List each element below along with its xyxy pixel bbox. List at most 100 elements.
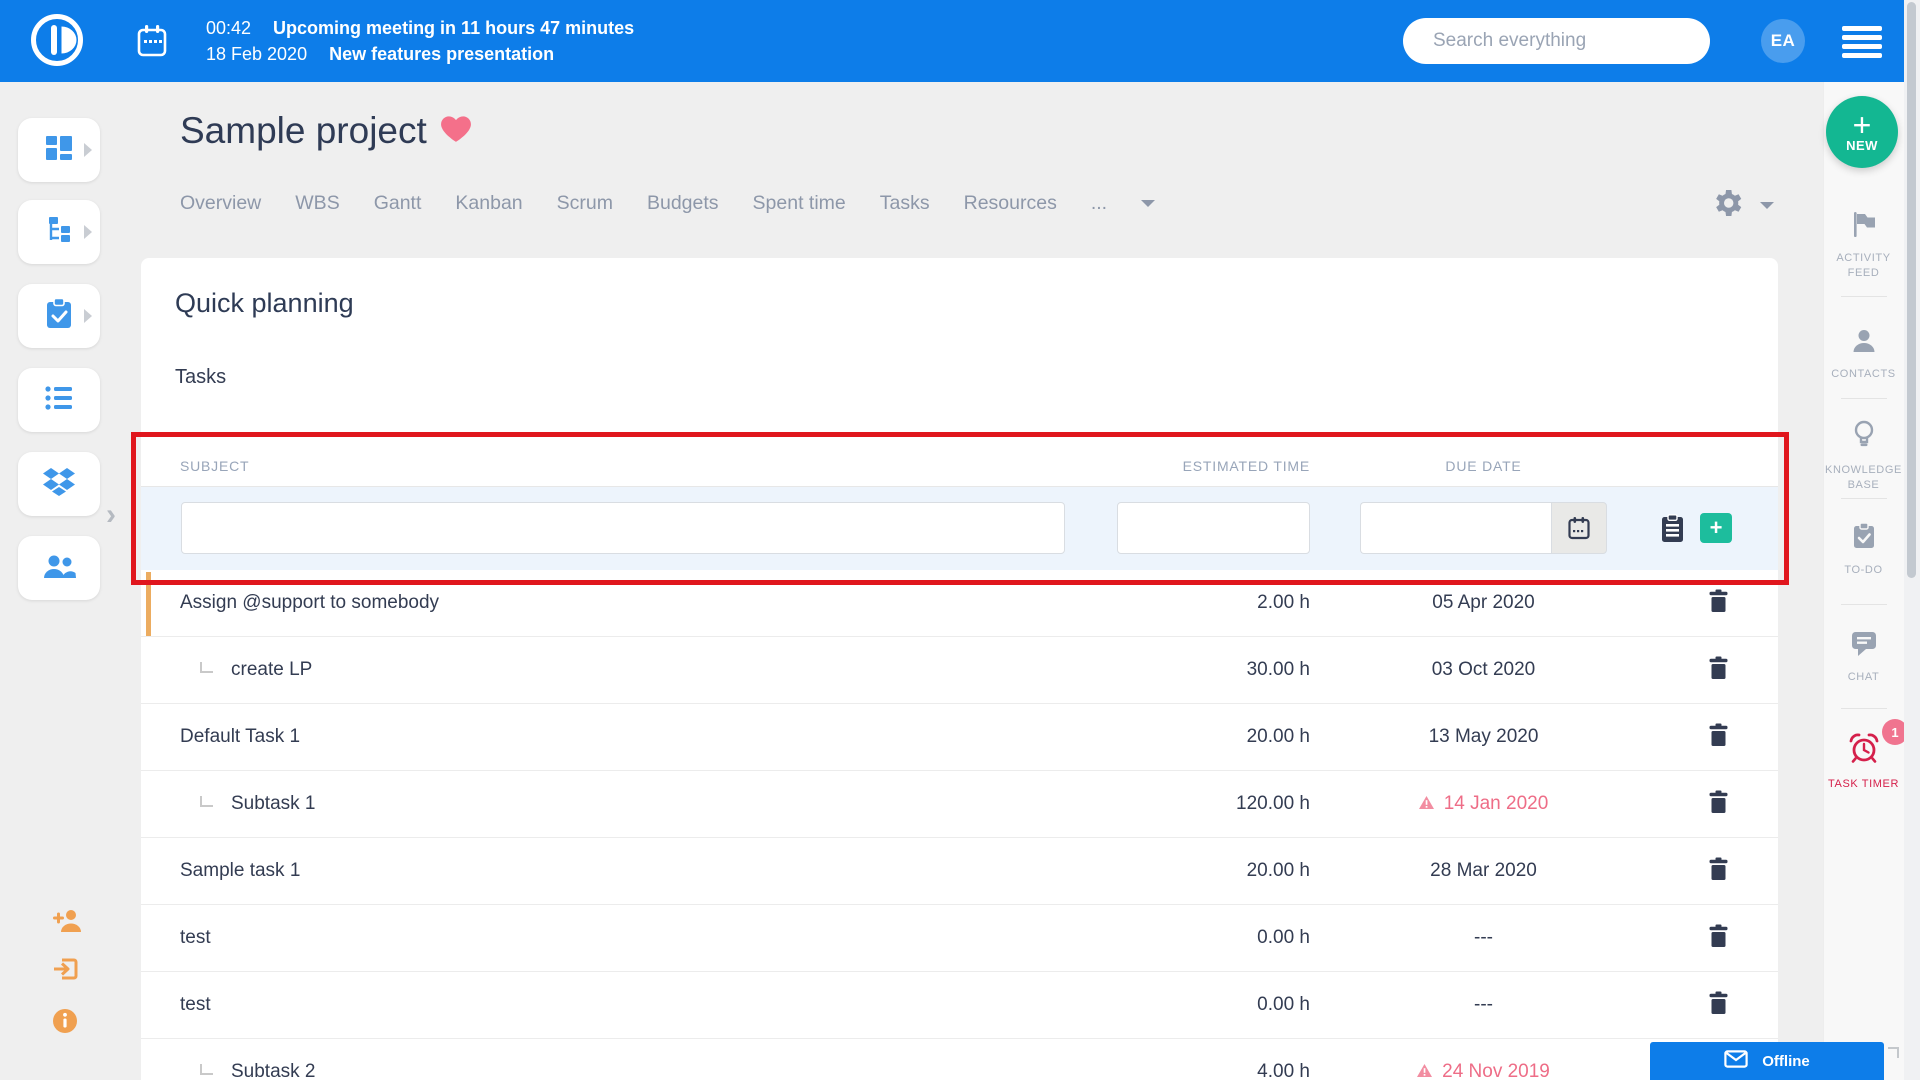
search-input[interactable] — [1403, 30, 1710, 52]
tab-spent-time[interactable]: Spent time — [752, 192, 846, 214]
delete-task-icon[interactable] — [1709, 857, 1728, 886]
calendar-icon[interactable] — [137, 24, 167, 63]
tab-overview[interactable]: Overview — [180, 192, 262, 214]
toolbar-item-task-timer[interactable]: TASK TIMER — [1823, 732, 1904, 792]
table-row[interactable]: Default Task 1 20.00 h 13 May 2020 — [141, 704, 1778, 771]
column-header-due-date[interactable]: DUE DATE — [1445, 458, 1522, 474]
toolbar-divider — [1841, 604, 1887, 605]
column-header-subject[interactable]: SUBJECT — [180, 458, 250, 474]
delete-task-icon[interactable] — [1709, 991, 1728, 1020]
toolbar-item-chat[interactable]: CHAT — [1823, 630, 1904, 685]
tab-resources[interactable]: Resources — [963, 192, 1057, 214]
toolbar-item-knowledge-base[interactable]: KNOWLEDGE BASE — [1823, 420, 1904, 493]
new-task-subject-input[interactable] — [181, 502, 1065, 554]
meeting-countdown-text: Upcoming meeting in 11 hours 47 minutes — [273, 18, 635, 38]
task-subject[interactable]: create LP — [231, 659, 313, 680]
task-estimated-time[interactable]: 20.00 h — [1246, 726, 1310, 747]
date-picker-button[interactable] — [1551, 502, 1607, 554]
table-row[interactable]: Subtask 2 4.00 h 24 Nov 2019 — [141, 1039, 1778, 1080]
task-due-date[interactable]: 14 Jan 2020 — [1443, 793, 1549, 814]
plus-icon: + — [1852, 106, 1872, 143]
add-task-button[interactable]: + — [1700, 513, 1732, 543]
task-subject[interactable]: Subtask 2 — [231, 1061, 316, 1080]
resize-corner-icon[interactable] — [1888, 1047, 1899, 1058]
task-subject[interactable]: Default Task 1 — [180, 726, 301, 747]
table-row[interactable]: Assign @support to somebody 2.00 h 05 Ap… — [141, 570, 1778, 637]
column-header-estimated-time[interactable]: ESTIMATED TIME — [1182, 458, 1310, 474]
task-subject[interactable]: Assign @support to somebody — [180, 592, 440, 613]
delete-task-icon[interactable] — [1709, 790, 1728, 819]
toolbar-item-contacts[interactable]: CONTACTS — [1823, 328, 1904, 382]
toolbar-item-activity-feed[interactable]: ACTIVITY FEED — [1823, 210, 1904, 281]
delete-task-icon[interactable] — [1709, 723, 1728, 752]
paste-tasks-button[interactable] — [1661, 514, 1684, 548]
settings-caret-icon — [1760, 202, 1774, 209]
page-scrollbar[interactable] — [1904, 0, 1920, 1080]
task-due-date[interactable]: 24 Nov 2019 — [1442, 1061, 1550, 1080]
clipboard-check-icon — [43, 297, 75, 336]
sidebar-item-wbs[interactable] — [18, 200, 100, 264]
toolbar-divider — [1841, 398, 1887, 399]
task-subject[interactable]: Sample task 1 — [180, 860, 301, 881]
new-button[interactable]: + NEW — [1826, 96, 1898, 168]
table-row[interactable]: create LP 30.00 h 03 Oct 2020 — [141, 637, 1778, 704]
info-icon[interactable] — [52, 1008, 78, 1039]
task-estimated-time[interactable]: 0.00 h — [1257, 927, 1310, 948]
sidebar-item-users[interactable] — [18, 536, 100, 600]
task-estimated-time[interactable]: 2.00 h — [1257, 592, 1310, 613]
task-subject[interactable]: Subtask 1 — [231, 793, 316, 814]
table-row[interactable]: Sample task 1 20.00 h 28 Mar 2020 — [141, 838, 1778, 905]
tab-wbs[interactable]: WBS — [295, 192, 340, 214]
task-estimated-time[interactable]: 4.00 h — [1257, 1061, 1310, 1080]
upcoming-meeting-widget[interactable]: 00:42 Upcoming meeting in 11 hours 47 mi… — [206, 15, 634, 67]
task-due-date[interactable]: --- — [1474, 994, 1493, 1015]
tab-budgets[interactable]: Budgets — [646, 192, 719, 214]
task-estimated-time[interactable]: 30.00 h — [1246, 659, 1310, 680]
new-task-estimated-input[interactable] — [1117, 502, 1310, 554]
app-logo-icon[interactable] — [30, 13, 84, 72]
toolbar-item-todo[interactable]: TO-DO — [1823, 522, 1904, 578]
task-estimated-time[interactable]: 120.00 h — [1236, 793, 1310, 814]
tab-tasks[interactable]: Tasks — [879, 192, 930, 214]
wbs-tree-icon — [43, 214, 75, 251]
list-icon — [43, 384, 75, 417]
task-subject[interactable]: test — [180, 927, 211, 948]
sidebar-item-dashboard[interactable] — [18, 118, 100, 182]
new-task-due-date-input[interactable] — [1360, 502, 1551, 554]
task-due-date[interactable]: 03 Oct 2020 — [1431, 659, 1536, 680]
sidebar-expand-chevron[interactable]: › — [106, 498, 116, 531]
sidebar-item-tasks[interactable] — [18, 284, 100, 348]
sidebar-item-dropbox[interactable] — [18, 452, 100, 516]
task-estimated-time[interactable]: 20.00 h — [1246, 860, 1310, 881]
favorite-heart-icon[interactable] — [440, 110, 471, 152]
user-avatar[interactable]: EA — [1761, 19, 1805, 63]
users-icon — [41, 551, 77, 586]
menu-icon[interactable] — [1842, 26, 1882, 62]
tab-gantt[interactable]: Gantt — [373, 192, 422, 214]
tab-scrum[interactable]: Scrum — [556, 192, 613, 214]
sidebar-item-list[interactable] — [18, 368, 100, 432]
task-estimated-time[interactable]: 0.00 h — [1257, 994, 1310, 1015]
scrollbar-thumb[interactable] — [1907, 2, 1916, 578]
tabs-overflow-caret-icon[interactable] — [1141, 200, 1156, 207]
task-due-date[interactable]: 05 Apr 2020 — [1432, 592, 1535, 613]
tab-more[interactable]: ... — [1090, 192, 1108, 214]
task-due-date[interactable]: --- — [1474, 927, 1493, 948]
panel-subheading: Tasks — [175, 366, 227, 388]
project-settings[interactable] — [1712, 188, 1774, 223]
task-due-date[interactable]: 13 May 2020 — [1428, 726, 1539, 747]
task-subject[interactable]: test — [180, 994, 211, 1015]
delete-task-icon[interactable] — [1709, 656, 1728, 685]
delete-task-icon[interactable] — [1709, 589, 1728, 618]
meeting-date: 18 Feb 2020 — [206, 44, 308, 64]
delete-task-icon[interactable] — [1709, 924, 1728, 953]
table-row[interactable]: test 0.00 h --- — [141, 972, 1778, 1039]
add-user-icon[interactable] — [52, 908, 82, 939]
task-table: Assign @support to somebody 2.00 h 05 Ap… — [141, 570, 1778, 1080]
tab-kanban[interactable]: Kanban — [455, 192, 523, 214]
offline-status-bar[interactable]: Offline — [1650, 1042, 1884, 1080]
task-due-date[interactable]: 28 Mar 2020 — [1430, 860, 1537, 881]
table-row[interactable]: test 0.00 h --- — [141, 905, 1778, 972]
login-icon[interactable] — [52, 955, 80, 988]
table-row[interactable]: Subtask 1 120.00 h 14 Jan 2020 — [141, 771, 1778, 838]
